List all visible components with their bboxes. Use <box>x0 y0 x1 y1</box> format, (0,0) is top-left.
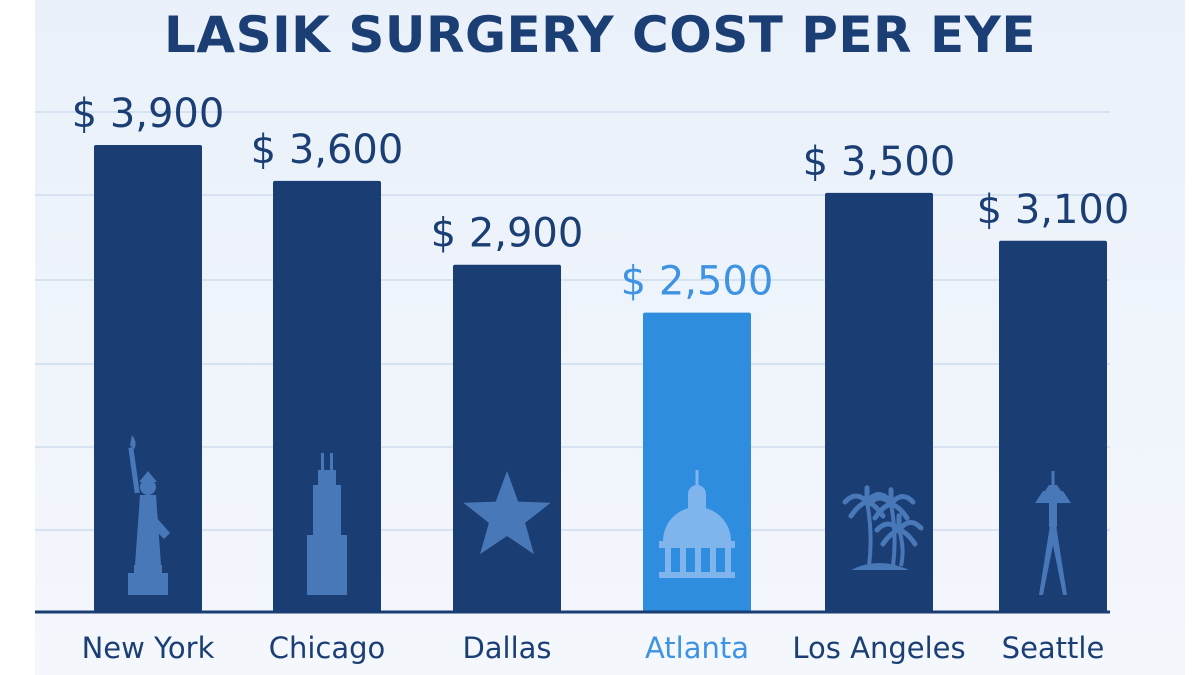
bar-seattle <box>999 240 1107 613</box>
bar-chicago <box>273 180 381 612</box>
chart-title: LASIK SURGERY COST PER EYE <box>164 6 1036 64</box>
statue-of-liberty-icon <box>128 435 170 595</box>
category-label: Dallas <box>462 631 551 665</box>
star-icon <box>463 471 551 555</box>
value-label: $ 3,900 <box>72 91 225 137</box>
value-label: $ 2,900 <box>431 211 584 257</box>
category-label: Atlanta <box>645 631 749 665</box>
category-label: Seattle <box>1002 631 1105 665</box>
bar-dallas <box>453 264 561 612</box>
value-labels: $ 3,900 $ 3,600 $ 2,900 $ 2,500 $ 3,500 $ 3,1… <box>72 91 1130 305</box>
space-needle-icon <box>1035 471 1071 595</box>
bar-new-york <box>94 145 202 612</box>
value-label: $ 3,600 <box>251 127 404 173</box>
city-icons <box>128 435 1071 595</box>
category-label: Los Angeles <box>792 631 965 665</box>
value-label: $ 3,100 <box>977 187 1130 233</box>
palm-trees-icon <box>842 485 924 570</box>
capitol-dome-icon <box>659 470 735 578</box>
category-label: Chicago <box>269 631 386 665</box>
value-label: $ 2,500 <box>621 259 774 305</box>
category-labels: New York Chicago Dallas Atlanta Los Angeles S… <box>82 631 1105 665</box>
category-label: New York <box>82 631 215 665</box>
bars <box>94 145 1107 613</box>
skyscraper-icon <box>307 453 347 595</box>
value-label: $ 3,500 <box>803 139 956 185</box>
bar-los-angeles <box>825 192 933 612</box>
